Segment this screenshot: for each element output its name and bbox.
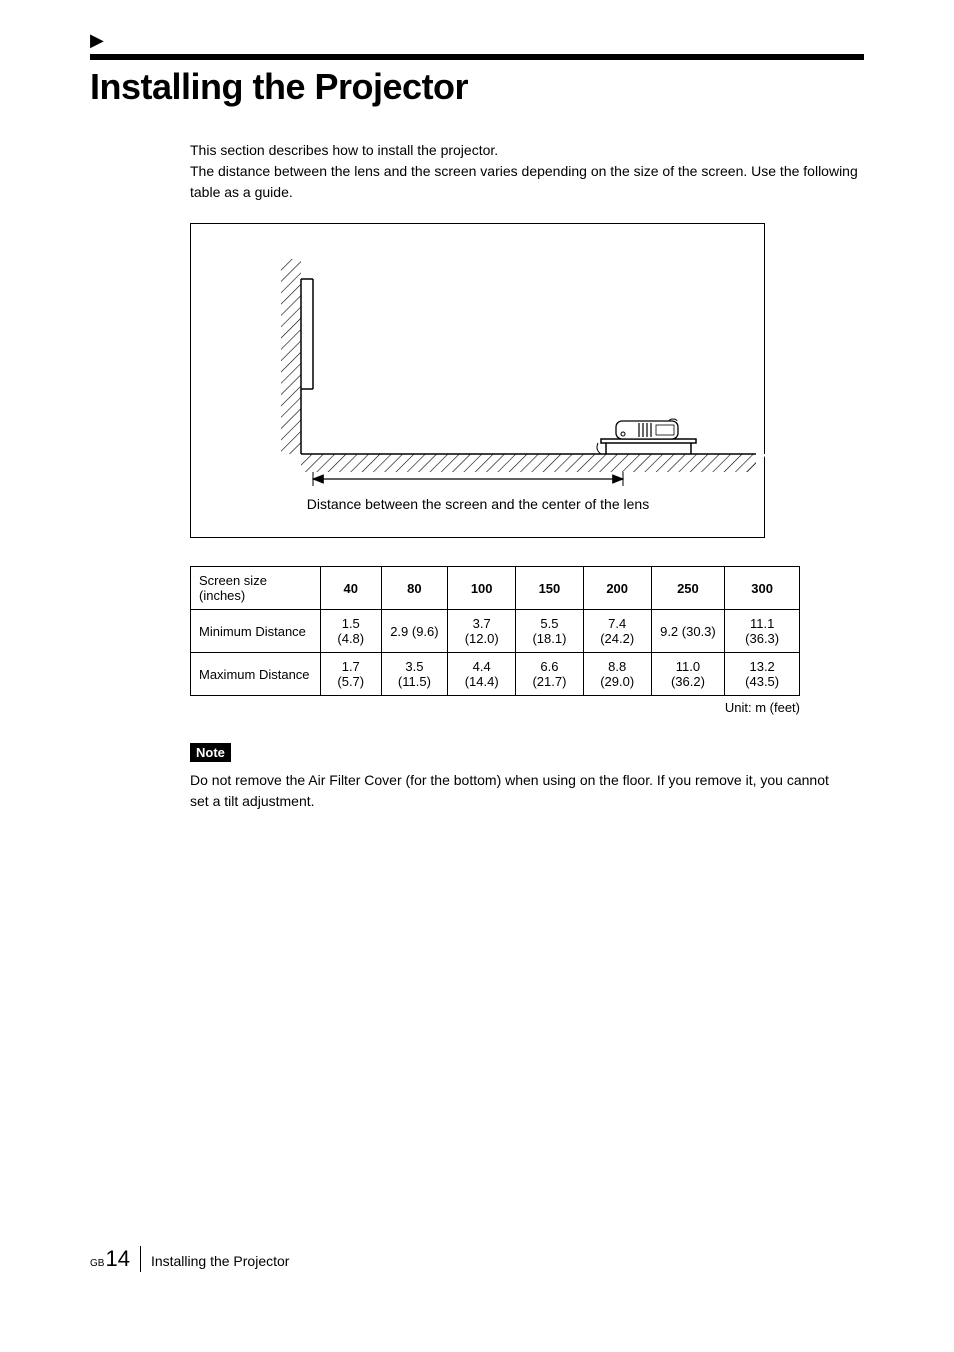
- unit-note: Unit: m (feet): [190, 700, 800, 715]
- table-cell: 3.5 (11.5): [381, 653, 448, 696]
- table-cell: 3.7 (12.0): [448, 610, 516, 653]
- col-header: 40: [321, 567, 382, 610]
- projector-icon: [616, 419, 678, 439]
- col-header: 100: [448, 567, 516, 610]
- diagram-caption: Distance between the screen and the cent…: [307, 496, 649, 512]
- footer-page-number: 14: [105, 1246, 129, 1272]
- footer-title: Installing the Projector: [151, 1253, 290, 1269]
- table-row: Minimum Distance 1.5 (4.8) 2.9 (9.6) 3.7…: [191, 610, 800, 653]
- note-text: Do not remove the Air Filter Cover (for …: [190, 770, 830, 812]
- row-label-min: Minimum Distance: [191, 610, 321, 653]
- footer-gb: GB: [90, 1258, 104, 1269]
- table-cell: 1.5 (4.8): [321, 610, 382, 653]
- col-header: 80: [381, 567, 448, 610]
- table-header-row: Screen size (inches) 40 80 100 150 200 2…: [191, 567, 800, 610]
- table-row: Maximum Distance 1.7 (5.7) 3.5 (11.5) 4.…: [191, 653, 800, 696]
- page-title: Installing the Projector: [90, 66, 864, 108]
- diagram-svg: Distance between the screen and the cent…: [191, 224, 766, 539]
- table-cell: 11.1 (36.3): [725, 610, 800, 653]
- table-cell: 9.2 (30.3): [651, 610, 725, 653]
- col-header: 250: [651, 567, 725, 610]
- table-cell: 1.7 (5.7): [321, 653, 382, 696]
- table-cell: 7.4 (24.2): [583, 610, 651, 653]
- col-header: 200: [583, 567, 651, 610]
- play-icon: ▶: [90, 30, 104, 51]
- table-cell: 8.8 (29.0): [583, 653, 651, 696]
- table-cell: 2.9 (9.6): [381, 610, 448, 653]
- table-cell: 11.0 (36.2): [651, 653, 725, 696]
- col-header: 300: [725, 567, 800, 610]
- row-label-max: Maximum Distance: [191, 653, 321, 696]
- installation-diagram: Distance between the screen and the cent…: [190, 223, 765, 538]
- intro-paragraph: This section describes how to install th…: [190, 140, 864, 203]
- section-rule: [90, 54, 864, 60]
- table-cell: 5.5 (18.1): [516, 610, 584, 653]
- col-header: 150: [516, 567, 584, 610]
- distance-table: Screen size (inches) 40 80 100 150 200 2…: [190, 566, 800, 696]
- table-corner-header: Screen size (inches): [191, 567, 321, 610]
- page-footer: GB 14 Installing the Projector: [90, 1246, 289, 1272]
- note-badge: Note: [190, 743, 231, 762]
- table-cell: 13.2 (43.5): [725, 653, 800, 696]
- table-cell: 4.4 (14.4): [448, 653, 516, 696]
- table-cell: 6.6 (21.7): [516, 653, 584, 696]
- footer-divider: [140, 1246, 141, 1272]
